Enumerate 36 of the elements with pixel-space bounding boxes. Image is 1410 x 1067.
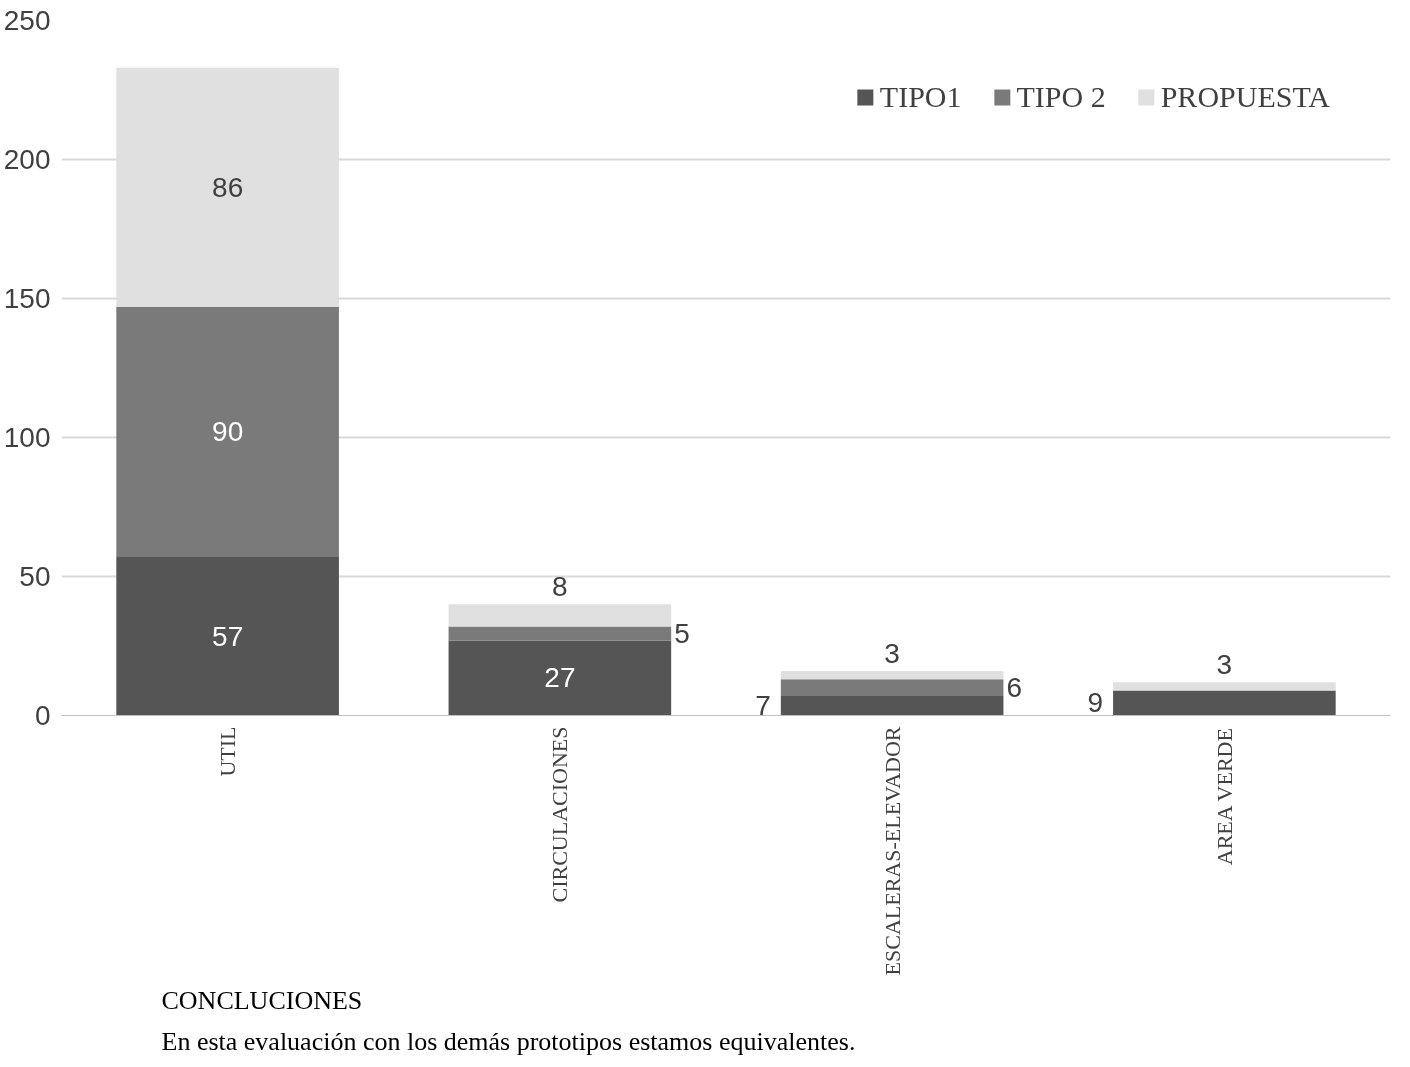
bar (780, 679, 1004, 697)
y-tick-label: 50 (19, 561, 51, 592)
legend-label: PROPUESTA (1160, 80, 1330, 114)
data-label: 8 (552, 571, 568, 603)
y-tick-label: 0 (34, 700, 51, 731)
legend-label: TIPO 2 (1016, 80, 1106, 114)
y-tick-label: 200 (3, 144, 51, 175)
x-tick-label: CIRCULACIONES (547, 726, 573, 903)
data-label: 27 (544, 662, 576, 694)
data-label: 3 (1216, 649, 1233, 681)
bar (116, 557, 339, 716)
data-label: 57 (212, 620, 244, 652)
data-label: 5 (674, 617, 690, 649)
bar (448, 604, 672, 627)
data-label: 86 (212, 171, 244, 203)
x-tick-label: UTIL (215, 726, 241, 777)
bar (780, 696, 1004, 716)
bar (448, 626, 672, 641)
bar (780, 671, 1004, 680)
y-tick-label: 250 (3, 5, 51, 36)
x-tick-label: AREA VERDE (1211, 728, 1237, 866)
bar (1113, 690, 1336, 716)
y-tick-label: 100 (3, 422, 51, 453)
x-tick-label: ESCALERAS-ELEVADOR (879, 726, 905, 976)
legend-label: TIPO1 (879, 80, 962, 114)
data-label: 6 (1006, 672, 1023, 704)
data-label: 90 (212, 416, 244, 448)
data-label: 7 (755, 690, 771, 722)
text: En esta evaluación con los demás prototipos estamos equivalentes. (161, 1026, 856, 1056)
bar (448, 640, 672, 716)
data-label: 9 (1087, 687, 1104, 719)
text: CONCLUCIONES (161, 985, 363, 1015)
y-tick-label: 150 (3, 283, 51, 314)
bar (1113, 682, 1336, 691)
data-label: 3 (884, 638, 900, 670)
bar (116, 306, 339, 558)
